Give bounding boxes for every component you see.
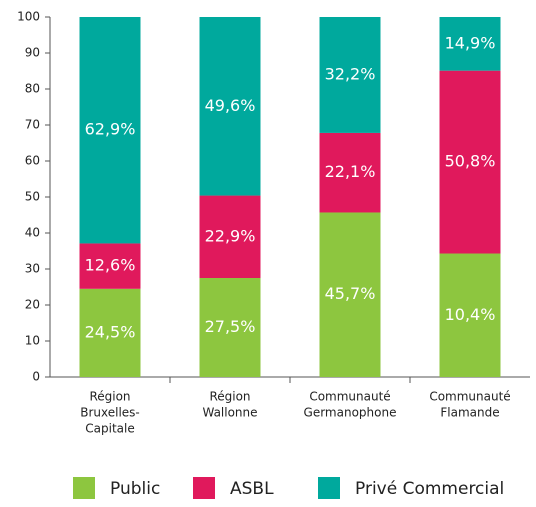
bar-segment [79,243,141,289]
value-label: 49,6% [205,96,256,115]
x-tick-label: Région [209,390,250,404]
legend-label: ASBL [230,479,274,499]
y-tick-label: 10 [25,334,40,348]
value-label: 27,5% [205,317,256,336]
value-label: 50,8% [445,152,496,171]
bar-segment [79,17,141,244]
value-label: 24,5% [85,322,136,341]
y-tick-label: 100 [17,10,40,24]
legend-swatch [193,477,215,499]
y-tick-label: 60 [25,154,40,168]
bar-segment [199,17,261,196]
value-label: 32,2% [325,64,376,83]
legend-swatch [73,477,95,499]
y-tick-label: 40 [25,226,40,240]
x-tick-label: Flamande [440,406,499,420]
bar-segment [319,212,381,377]
bar-segment [199,195,261,278]
y-tick-label: 70 [25,118,40,132]
value-label: 45,7% [325,284,376,303]
y-tick-label: 20 [25,298,40,312]
x-tick-label: Germanophone [304,406,397,420]
bar-segment [439,70,501,254]
bar-segment [319,17,381,133]
legend-label: Public [110,479,160,499]
x-tick-label: Communauté [429,390,510,404]
bar-segment [319,132,381,213]
y-tick-label: 90 [25,46,40,60]
value-label: 22,9% [205,226,256,245]
y-tick-label: 80 [25,82,40,96]
y-tick-label: 0 [32,370,40,384]
x-tick-label: Bruxelles- [80,406,140,420]
x-tick-label: Communauté [309,390,390,404]
legend-label: Privé Commercial [355,479,504,499]
bar-segment [439,253,501,377]
value-label: 12,6% [85,256,136,275]
bar-segment [79,288,141,377]
y-tick-label: 50 [25,190,40,204]
legend-swatch [318,477,340,499]
x-tick-label: Capitale [85,422,134,436]
y-tick-label: 30 [25,262,40,276]
value-label: 22,1% [325,162,376,181]
value-label: 62,9% [85,120,136,139]
x-tick-label: Région [89,390,130,404]
x-tick-label: Wallonne [202,406,257,420]
bar-segment [439,17,501,71]
value-label: 10,4% [445,305,496,324]
bar-segment [199,278,261,377]
value-label: 14,9% [445,33,496,52]
